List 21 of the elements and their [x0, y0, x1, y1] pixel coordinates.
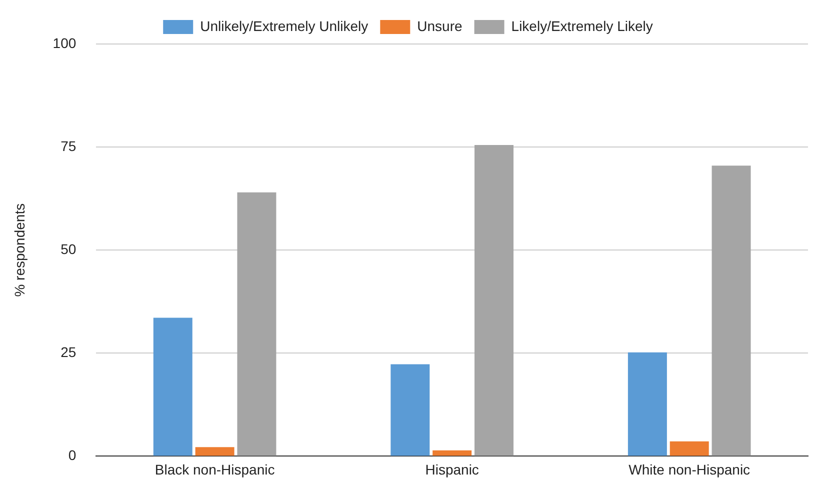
bar [390, 364, 430, 456]
y-tick-label: 75 [60, 138, 76, 154]
bar [474, 144, 514, 456]
x-tick-label: Black non-Hispanic [154, 461, 275, 478]
bar [670, 441, 709, 456]
bar [237, 192, 276, 456]
bar [712, 166, 751, 456]
legend-label: Unlikely/Extremely Unlikely [200, 18, 368, 34]
y-tick-label: 0 [68, 447, 76, 464]
y-tick-label: 50 [60, 240, 76, 257]
y-axis-title: % respondents [11, 203, 28, 297]
bar [432, 450, 472, 456]
x-tick-label: White non-Hispanic [628, 461, 750, 478]
x-tick-label: Hispanic [425, 461, 479, 478]
bar [628, 352, 667, 456]
y-tick-label: 25 [60, 344, 76, 360]
bar [195, 447, 234, 456]
bar [153, 318, 192, 456]
legend-label: Unsure [417, 18, 462, 34]
y-tick-label: 100 [52, 34, 76, 51]
legend-label: Likely/Extremely Likely [511, 18, 653, 34]
